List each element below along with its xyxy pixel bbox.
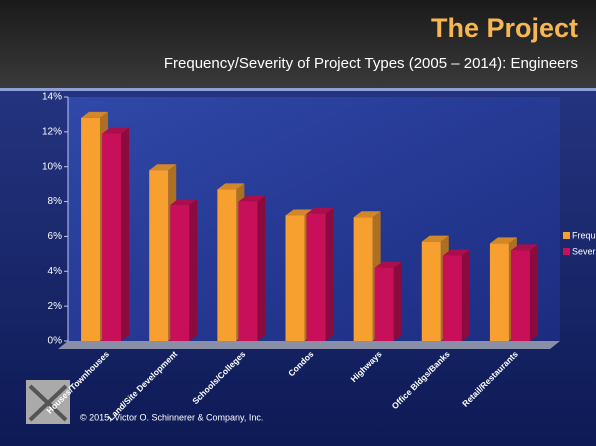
bar: [285, 215, 305, 341]
bar-side: [257, 195, 266, 341]
bar-top: [238, 195, 266, 202]
bar-top: [217, 183, 245, 190]
bar: [353, 217, 373, 341]
bar-top: [489, 237, 517, 244]
legend-label: Severity: [572, 246, 596, 256]
y-tick-label: 6%: [48, 231, 63, 242]
footer: © 2015, Victor O. Schinnerer & Company, …: [80, 412, 263, 422]
bar-top: [421, 235, 449, 242]
bar: [489, 243, 509, 341]
bar-top: [374, 261, 402, 268]
bar: [510, 250, 530, 341]
bar: [421, 241, 441, 341]
bar: [442, 255, 462, 341]
header-band: [0, 0, 596, 88]
bar-top: [102, 127, 130, 134]
bar-top: [81, 111, 109, 118]
bar: [374, 267, 394, 341]
bar-top: [306, 207, 334, 214]
bar: [81, 117, 101, 342]
bar: [102, 133, 122, 341]
bar-top: [510, 244, 538, 251]
bar-top: [285, 209, 313, 216]
bar-side: [461, 249, 470, 341]
y-tick-label: 12%: [42, 126, 62, 137]
y-tick-label: 0%: [48, 336, 63, 347]
chart-subtitle: Frequency/Severity of Project Types (200…: [164, 55, 578, 72]
header-rule: [0, 88, 596, 91]
legend-swatch: [563, 248, 570, 255]
bar-top: [353, 211, 381, 218]
y-tick-label: 10%: [42, 161, 62, 172]
bar: [306, 213, 326, 341]
bar-side: [393, 261, 402, 341]
logo-mark: [28, 384, 68, 422]
bar: [217, 189, 237, 341]
bar-side: [189, 199, 198, 341]
bar-top: [149, 164, 177, 171]
bar-side: [325, 207, 334, 341]
y-tick-label: 8%: [48, 196, 63, 207]
legend-swatch: [563, 232, 570, 239]
bar-side: [121, 127, 130, 341]
y-tick-label: 2%: [48, 301, 63, 312]
bar: [238, 201, 258, 341]
bar-top: [170, 199, 198, 206]
bar: [170, 205, 190, 341]
bar-side: [529, 244, 538, 341]
y-tick-label: 14%: [42, 92, 62, 103]
floor: [58, 341, 560, 349]
slide-title: The Project: [431, 13, 578, 43]
y-tick-label: 4%: [48, 266, 63, 277]
bar: [149, 170, 169, 341]
bar-top: [442, 249, 470, 256]
legend-label: Frequency: [572, 230, 596, 240]
